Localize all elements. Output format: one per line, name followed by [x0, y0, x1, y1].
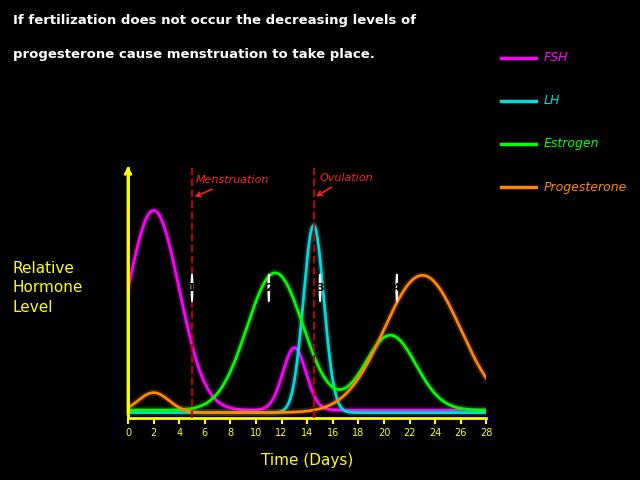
Text: If fertilization does not occur the decreasing levels of: If fertilization does not occur the decr… — [13, 14, 416, 27]
Circle shape — [268, 274, 269, 301]
Text: FSH: FSH — [544, 51, 568, 64]
Circle shape — [319, 274, 321, 301]
Text: Menstruation: Menstruation — [196, 176, 269, 196]
Text: Ovulation: Ovulation — [317, 173, 374, 195]
Text: Progesterone: Progesterone — [544, 180, 627, 194]
Text: Estrogen: Estrogen — [544, 137, 600, 151]
Text: progesterone cause menstruation to take place.: progesterone cause menstruation to take … — [13, 48, 374, 61]
Text: 2: 2 — [265, 283, 273, 293]
Text: 1: 1 — [188, 283, 196, 293]
Text: Relative
Hormone
Level: Relative Hormone Level — [13, 261, 83, 315]
Text: 4: 4 — [393, 283, 401, 293]
Circle shape — [191, 274, 193, 301]
Text: Time (Days): Time (Days) — [261, 453, 353, 468]
Text: LH: LH — [544, 94, 561, 108]
Circle shape — [396, 274, 397, 301]
Text: 3: 3 — [316, 283, 324, 293]
